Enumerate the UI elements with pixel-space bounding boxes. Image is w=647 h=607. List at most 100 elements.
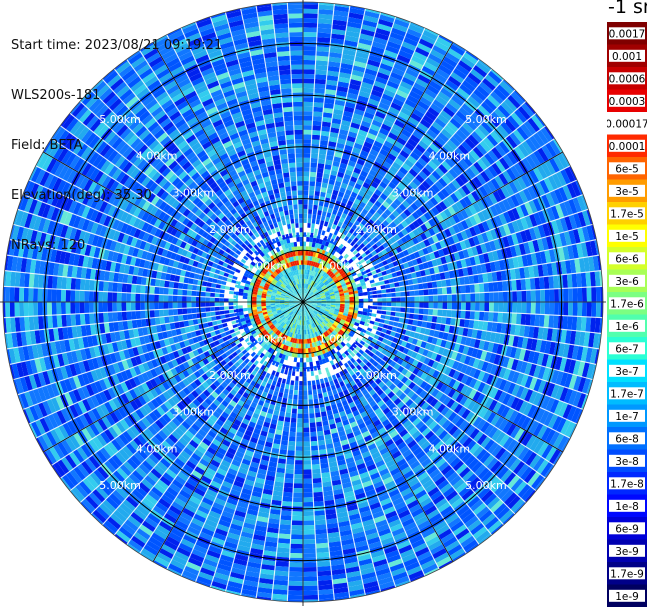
backscatter-cell <box>322 279 328 284</box>
backscatter-cell <box>465 167 477 179</box>
backscatter-cell <box>303 46 317 51</box>
backscatter-cell <box>303 292 304 298</box>
backscatter-cell <box>352 236 360 244</box>
backscatter-cell <box>414 104 428 115</box>
backscatter-cell <box>417 140 429 151</box>
backscatter-cell <box>331 275 337 281</box>
backscatter-cell <box>239 598 256 602</box>
backscatter-cell <box>507 115 521 130</box>
backscatter-cell <box>308 270 312 275</box>
backscatter-cell <box>442 294 448 302</box>
backscatter-cell <box>303 548 317 554</box>
backscatter-cell <box>411 236 420 245</box>
backscatter-cell <box>423 295 429 302</box>
backscatter-cell <box>326 275 331 281</box>
backscatter-cell <box>303 227 307 233</box>
backscatter-cell <box>427 186 437 197</box>
backscatter-cell <box>317 435 325 441</box>
backscatter-cell <box>303 59 316 65</box>
backscatter-cell <box>281 435 289 441</box>
backscatter-cell <box>288 436 296 442</box>
backscatter-cell <box>414 186 425 197</box>
backscatter-cell <box>341 153 351 161</box>
backscatter-cell <box>409 296 415 302</box>
backscatter-cell <box>446 195 456 206</box>
backscatter-cell <box>604 350 607 367</box>
backscatter-cell <box>331 28 346 36</box>
nrays-label: NRays: 120 <box>11 238 86 253</box>
backscatter-cell <box>346 92 359 100</box>
backscatter-cell <box>477 211 486 223</box>
backscatter-cell <box>402 187 412 197</box>
backscatter-cell <box>340 158 349 165</box>
backscatter-cell <box>549 190 560 206</box>
backscatter-cell <box>293 488 303 493</box>
backscatter-cell <box>512 178 523 193</box>
backscatter-cell <box>368 185 377 193</box>
backscatter-cell <box>489 302 494 312</box>
backscatter-cell <box>303 129 312 135</box>
backscatter-cell <box>549 139 561 156</box>
backscatter-cell <box>389 165 399 174</box>
backscatter-cell <box>393 18 410 29</box>
backscatter-cell <box>303 8 319 14</box>
backscatter-cell <box>307 255 311 261</box>
backscatter-cell <box>412 82 427 93</box>
backscatter-cell <box>449 192 460 204</box>
backscatter-cell <box>318 4 335 11</box>
backscatter-cell <box>595 364 603 382</box>
backscatter-cell <box>325 263 331 269</box>
backscatter-cell <box>305 250 309 256</box>
backscatter-cell <box>496 84 511 98</box>
backscatter-cell <box>429 102 443 114</box>
backscatter-cell <box>486 133 499 147</box>
backscatter-cell <box>351 117 362 125</box>
backscatter-cell <box>525 278 531 291</box>
backscatter-cell <box>321 210 328 217</box>
backscatter-cell <box>402 175 412 185</box>
backscatter-cell <box>311 271 315 276</box>
backscatter-cell <box>311 454 320 461</box>
backscatter-cell <box>342 285 348 290</box>
backscatter-cell <box>492 312 499 323</box>
backscatter-cell <box>436 36 452 48</box>
backscatter-cell <box>337 167 347 174</box>
backscatter-cell <box>404 158 415 169</box>
backscatter-cell <box>331 165 340 172</box>
backscatter-cell <box>403 72 418 83</box>
backscatter-cell <box>312 487 323 493</box>
backscatter-cell <box>494 143 507 157</box>
backscatter-cell <box>354 277 360 282</box>
backscatter-cell <box>333 245 339 252</box>
backscatter-cell <box>357 264 364 270</box>
backscatter-cell <box>311 214 317 220</box>
backscatter-cell <box>303 181 310 186</box>
backscatter-cell <box>349 78 362 87</box>
backscatter-cell <box>384 173 394 182</box>
backscatter-cell <box>312 120 322 127</box>
backscatter-cell <box>411 164 422 174</box>
backscatter-cell <box>363 255 370 262</box>
backscatter-cell <box>434 203 444 214</box>
backscatter-cell <box>303 22 318 28</box>
backscatter-cell <box>315 55 329 62</box>
backscatter-cell <box>341 239 347 246</box>
backscatter-cell <box>431 206 440 216</box>
backscatter-cell <box>341 53 356 61</box>
backscatter-cell <box>343 106 355 114</box>
backscatter-cell <box>303 260 306 265</box>
backscatter-cell <box>347 160 357 168</box>
backscatter-cell <box>502 198 512 212</box>
backscatter-cell <box>334 263 340 270</box>
backscatter-cell <box>467 193 477 205</box>
backscatter-cell <box>399 45 415 56</box>
backscatter-cell <box>403 36 419 47</box>
backscatter-cell <box>469 68 485 82</box>
backscatter-cell <box>309 291 313 296</box>
backscatter-cell <box>477 124 490 137</box>
backscatter-cell <box>350 2 367 6</box>
backscatter-cell <box>334 180 342 187</box>
backscatter-cell <box>325 84 338 91</box>
backscatter-cell <box>446 286 452 295</box>
backscatter-cell <box>303 246 306 251</box>
